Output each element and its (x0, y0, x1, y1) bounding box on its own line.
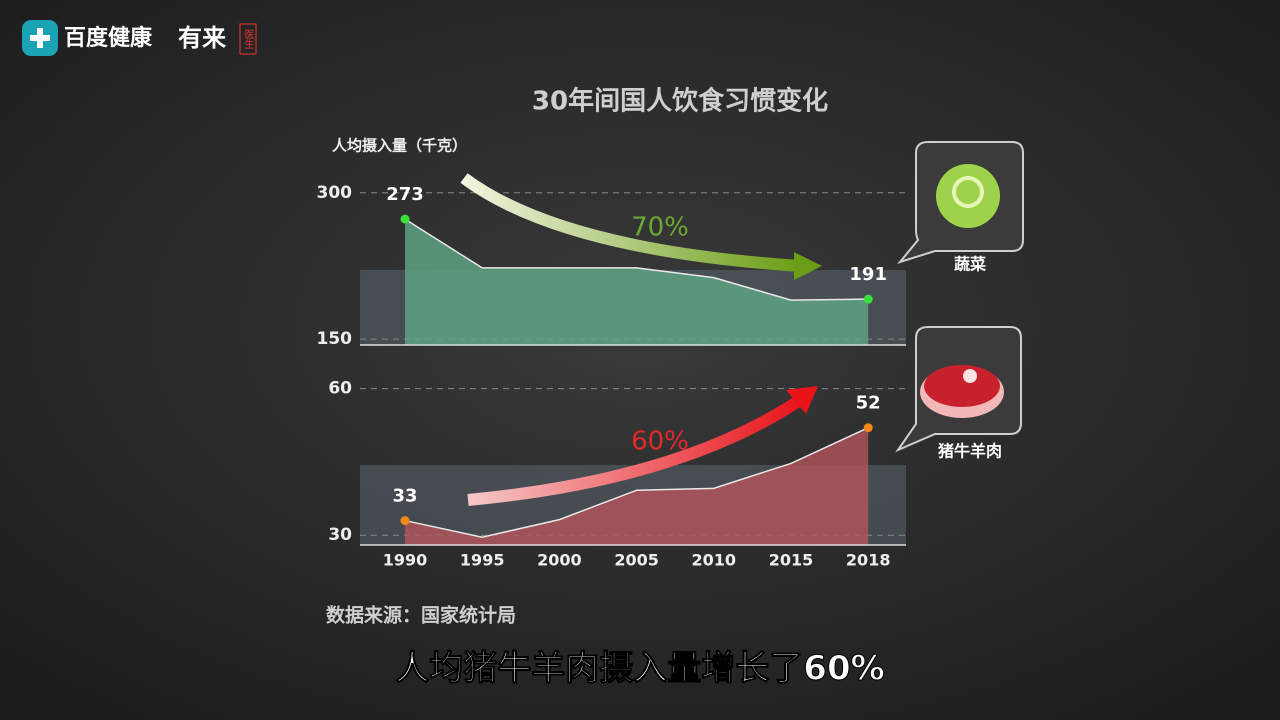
y-tick-label: 30 (328, 525, 352, 545)
steak-fat (963, 369, 977, 383)
x-tick-label: 2010 (692, 551, 737, 570)
cabbage-leaf (952, 176, 984, 208)
chart-title: 30年间国人饮食习惯变化 (532, 86, 828, 117)
point (863, 294, 873, 304)
x-tick-label: 2018 (846, 551, 891, 570)
veg-icon (897, 141, 1024, 264)
x-tick-label: 1995 (460, 551, 505, 570)
x-tick-label: 2005 (614, 551, 659, 570)
x-tick-label: 1990 (383, 551, 428, 570)
meat-icon (895, 326, 1022, 453)
y-tick-label: 300 (317, 183, 353, 203)
point (400, 516, 410, 526)
x-tick-label: 2000 (537, 551, 582, 570)
logo-text: 百度健康 (64, 25, 153, 51)
data-label: 273 (386, 184, 424, 205)
brand-text: 有来 (178, 24, 227, 52)
y-tick-label: 60 (328, 379, 352, 399)
x-tick-label: 2015 (769, 551, 814, 570)
point (400, 214, 410, 224)
annotation: 60% (631, 427, 689, 457)
source: 数据来源：国家统计局 (326, 604, 516, 627)
y-tick-label: 150 (317, 329, 353, 349)
data-label: 52 (856, 393, 881, 414)
logo: 百度健康 有来 医生 (22, 20, 257, 56)
badge-box (239, 23, 257, 55)
trend-arrow (467, 395, 804, 506)
line (404, 427, 869, 538)
arrow-head (794, 252, 822, 280)
logo-cross (37, 28, 43, 48)
arrow-head (786, 386, 818, 414)
cabbage (936, 164, 1000, 228)
area-fill (405, 219, 869, 345)
icon-label: 猪牛羊肉 (937, 442, 1002, 461)
data-label: 33 (392, 486, 417, 507)
area-fill (405, 427, 869, 545)
steak (924, 365, 1000, 407)
line (404, 218, 869, 301)
point (863, 423, 873, 433)
annotation: 70% (631, 213, 689, 243)
badge-text: 医生 (242, 29, 254, 49)
caption: 人均猪牛羊肉摄入量增长了60% (395, 649, 884, 689)
y-axis-label: 人均摄入量（千克） (332, 137, 467, 155)
data-label: 191 (849, 264, 887, 285)
icon-label: 蔬菜 (954, 255, 986, 274)
trend-arrow (460, 173, 801, 272)
